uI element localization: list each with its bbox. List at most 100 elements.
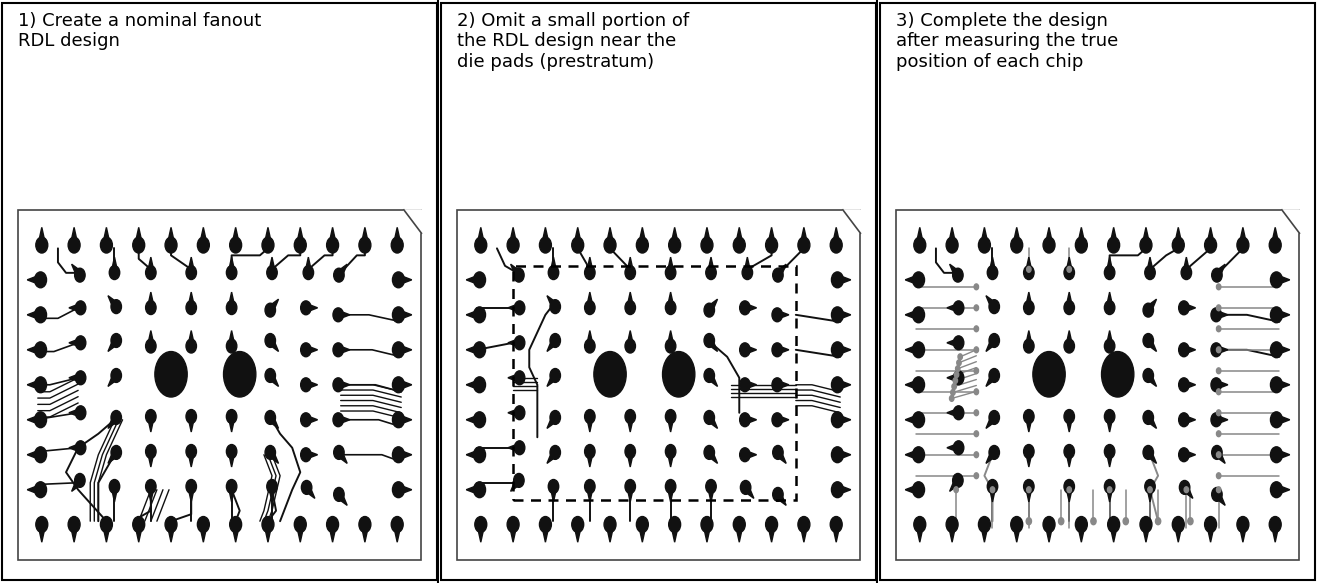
Circle shape (1155, 518, 1160, 525)
Circle shape (302, 480, 312, 494)
Circle shape (1105, 444, 1114, 458)
Polygon shape (745, 303, 756, 312)
Polygon shape (1142, 227, 1150, 245)
Circle shape (391, 517, 403, 532)
Polygon shape (1214, 449, 1225, 463)
Circle shape (636, 517, 648, 532)
Polygon shape (905, 310, 918, 320)
Polygon shape (1146, 299, 1156, 313)
Polygon shape (905, 449, 918, 460)
Polygon shape (1183, 484, 1193, 498)
Polygon shape (707, 257, 714, 273)
Polygon shape (28, 345, 41, 355)
Circle shape (551, 410, 561, 424)
Polygon shape (627, 416, 633, 432)
Circle shape (133, 237, 145, 253)
Circle shape (1064, 301, 1075, 315)
Polygon shape (586, 331, 593, 346)
Circle shape (111, 410, 121, 424)
Polygon shape (466, 380, 479, 390)
Circle shape (1105, 409, 1114, 423)
Polygon shape (1206, 525, 1214, 542)
Circle shape (111, 333, 121, 347)
Circle shape (186, 444, 196, 458)
Polygon shape (338, 310, 350, 319)
Polygon shape (361, 525, 369, 542)
Circle shape (956, 360, 961, 366)
Polygon shape (1206, 227, 1214, 245)
Polygon shape (338, 415, 350, 424)
Circle shape (626, 479, 636, 493)
Circle shape (954, 406, 964, 420)
Polygon shape (735, 227, 743, 245)
Circle shape (773, 445, 784, 459)
Circle shape (475, 517, 487, 532)
Polygon shape (1216, 415, 1227, 424)
Circle shape (913, 342, 925, 358)
Polygon shape (466, 275, 479, 285)
Circle shape (946, 517, 957, 532)
Polygon shape (586, 451, 593, 467)
Polygon shape (1026, 292, 1033, 308)
Text: 1) Create a nominal fanout
RDL design: 1) Create a nominal fanout RDL design (17, 12, 261, 51)
Polygon shape (703, 525, 711, 542)
Circle shape (1179, 413, 1189, 427)
Circle shape (665, 339, 676, 353)
Circle shape (474, 307, 486, 323)
Circle shape (1108, 487, 1112, 493)
Polygon shape (668, 257, 674, 273)
Text: 3) Complete the design
after measuring the true
position of each chip: 3) Complete the design after measuring t… (896, 12, 1118, 71)
Polygon shape (707, 449, 718, 463)
Polygon shape (950, 264, 960, 278)
Circle shape (988, 479, 998, 493)
Circle shape (1141, 517, 1152, 532)
Polygon shape (337, 264, 348, 278)
Polygon shape (586, 416, 593, 432)
Circle shape (1059, 518, 1064, 525)
Polygon shape (947, 303, 959, 312)
Circle shape (831, 307, 843, 323)
Circle shape (551, 445, 561, 459)
Circle shape (946, 237, 957, 253)
Circle shape (227, 266, 237, 280)
Polygon shape (1146, 449, 1156, 463)
Polygon shape (265, 227, 271, 245)
Circle shape (34, 307, 46, 323)
Polygon shape (508, 338, 520, 347)
Circle shape (267, 266, 278, 280)
Circle shape (265, 410, 275, 424)
Polygon shape (329, 525, 336, 542)
Circle shape (146, 266, 157, 280)
Polygon shape (1239, 227, 1247, 245)
Circle shape (198, 237, 209, 253)
Polygon shape (199, 525, 207, 542)
Polygon shape (28, 275, 41, 285)
Polygon shape (986, 296, 997, 310)
Polygon shape (745, 345, 756, 354)
Polygon shape (1147, 486, 1154, 502)
Circle shape (165, 237, 176, 253)
Polygon shape (547, 338, 557, 352)
Circle shape (474, 377, 486, 393)
Circle shape (989, 410, 1000, 424)
Circle shape (626, 301, 636, 315)
Circle shape (265, 333, 275, 347)
Circle shape (1217, 487, 1221, 493)
Circle shape (109, 479, 120, 493)
Polygon shape (707, 338, 718, 352)
Circle shape (913, 412, 925, 428)
Circle shape (585, 301, 595, 315)
Polygon shape (586, 486, 593, 502)
Polygon shape (148, 416, 154, 432)
Polygon shape (1271, 227, 1279, 245)
Circle shape (1064, 409, 1075, 423)
Polygon shape (267, 373, 278, 387)
Circle shape (989, 300, 1000, 314)
Polygon shape (905, 415, 918, 425)
Circle shape (975, 452, 979, 458)
Circle shape (186, 339, 196, 353)
Bar (896, 210, 1300, 560)
Circle shape (740, 480, 751, 494)
Polygon shape (776, 449, 786, 463)
Circle shape (100, 237, 112, 253)
